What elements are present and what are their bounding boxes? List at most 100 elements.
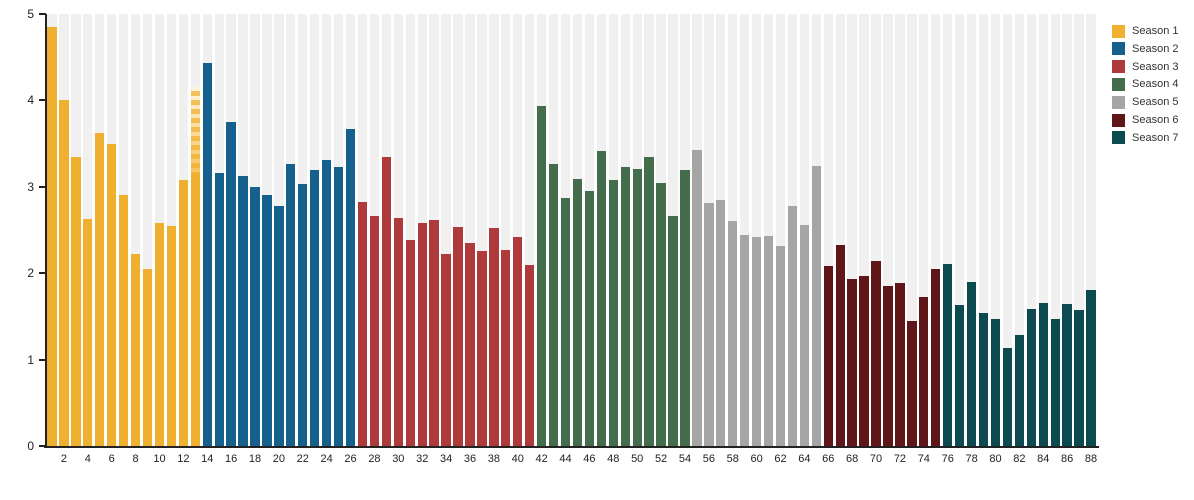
bar-season-1-episode-8[interactable] <box>130 254 141 446</box>
bar-season-3-episode-27[interactable] <box>357 202 368 446</box>
bar-season-4-episode-54[interactable] <box>680 170 690 446</box>
bar-season-6-episode-68[interactable] <box>847 279 857 446</box>
legend-item-season-3[interactable]: Season 3 <box>1112 60 1178 74</box>
bar-season-2-episode-23[interactable] <box>310 169 320 446</box>
bar-season-5-episode-55[interactable] <box>692 149 702 446</box>
bar-season-1-episode-13[interactable] <box>190 87 200 446</box>
bar-season-2-episode-25[interactable] <box>333 166 344 446</box>
legend-swatch-icon <box>1112 42 1125 56</box>
bar-season-3-episode-32[interactable] <box>417 223 427 446</box>
bar-season-2-episode-17[interactable] <box>238 176 248 446</box>
bar-season-7-episode-85[interactable] <box>1050 318 1060 446</box>
bar-season-1-episode-2[interactable] <box>59 100 69 446</box>
bar-season-3-episode-41[interactable] <box>525 265 535 446</box>
bar-season-3-episode-37[interactable] <box>477 250 487 446</box>
background-stripe <box>1050 14 1060 446</box>
legend-item-season-5[interactable]: Season 5 <box>1112 95 1178 109</box>
bar-season-1-episode-11[interactable] <box>166 225 177 446</box>
bar-season-2-episode-24[interactable] <box>321 160 332 446</box>
bar-season-7-episode-77[interactable] <box>954 305 965 446</box>
bar-season-7-episode-87[interactable] <box>1074 310 1084 446</box>
bar-season-6-episode-67[interactable] <box>835 244 845 446</box>
bar-season-2-episode-14[interactable] <box>202 63 212 446</box>
bar-season-6-episode-69[interactable] <box>859 275 869 446</box>
bar-season-6-episode-66[interactable] <box>823 266 833 446</box>
bar-season-5-episode-62[interactable] <box>775 246 786 446</box>
bar-season-3-episode-34[interactable] <box>441 254 451 446</box>
bar-season-7-episode-82[interactable] <box>1014 335 1025 446</box>
bar-season-7-episode-88[interactable] <box>1086 289 1096 446</box>
bar-season-4-episode-44[interactable] <box>560 198 571 446</box>
bar-season-4-episode-42[interactable] <box>536 106 547 446</box>
bar-season-5-episode-60[interactable] <box>751 236 762 446</box>
bar-season-3-episode-38[interactable] <box>489 228 499 446</box>
bar-season-5-episode-56[interactable] <box>704 203 714 446</box>
bar-season-5-episode-59[interactable] <box>740 235 750 446</box>
bar-season-4-episode-52[interactable] <box>656 183 666 446</box>
bar-season-1-episode-9[interactable] <box>142 268 153 446</box>
bar-season-3-episode-31[interactable] <box>405 240 415 446</box>
bar-season-3-episode-39[interactable] <box>501 249 511 446</box>
bar-season-7-episode-84[interactable] <box>1038 302 1048 446</box>
bar-season-4-episode-53[interactable] <box>668 216 678 446</box>
bar-season-7-episode-79[interactable] <box>978 312 989 446</box>
bar-season-4-episode-48[interactable] <box>608 179 618 446</box>
bar-season-6-episode-73[interactable] <box>907 320 917 446</box>
bar-season-7-episode-80[interactable] <box>990 318 1001 446</box>
bar-season-4-episode-49[interactable] <box>620 166 630 446</box>
bar-season-1-episode-7[interactable] <box>118 195 129 446</box>
bar-season-3-episode-29[interactable] <box>381 157 392 446</box>
bar-season-3-episode-35[interactable] <box>453 227 463 446</box>
bar-season-1-episode-5[interactable] <box>95 133 105 446</box>
x-tick-label: 40 <box>511 453 524 465</box>
bar-season-1-episode-12[interactable] <box>178 179 188 446</box>
bar-season-5-episode-57[interactable] <box>716 199 726 446</box>
bar-season-6-episode-75[interactable] <box>931 268 941 446</box>
bar-season-7-episode-86[interactable] <box>1062 304 1072 446</box>
bar-season-3-episode-28[interactable] <box>369 216 380 446</box>
bar-season-2-episode-15[interactable] <box>214 172 224 446</box>
bar-season-1-episode-1[interactable] <box>47 26 57 446</box>
bar-season-2-episode-18[interactable] <box>250 186 260 446</box>
bar-season-6-episode-70[interactable] <box>871 261 881 446</box>
bar-season-5-episode-63[interactable] <box>787 205 798 446</box>
bar-season-7-episode-76[interactable] <box>943 263 953 446</box>
legend-item-season-4[interactable]: Season 4 <box>1112 77 1178 91</box>
bar-season-7-episode-83[interactable] <box>1026 309 1036 446</box>
bar-season-4-episode-51[interactable] <box>644 157 654 446</box>
bar-season-7-episode-78[interactable] <box>966 281 977 446</box>
bar-season-2-episode-22[interactable] <box>298 184 308 446</box>
bar-season-2-episode-16[interactable] <box>226 122 236 446</box>
bar-season-5-episode-58[interactable] <box>728 221 738 446</box>
bar-season-5-episode-65[interactable] <box>811 166 821 446</box>
bar-season-1-episode-10[interactable] <box>154 223 165 446</box>
bar-season-7-episode-81[interactable] <box>1002 348 1013 446</box>
legend-item-season-1[interactable]: Season 1 <box>1112 24 1178 38</box>
bar-season-6-episode-74[interactable] <box>919 297 929 446</box>
bar-season-2-episode-19[interactable] <box>262 195 272 446</box>
legend-item-season-2[interactable]: Season 2 <box>1112 42 1178 56</box>
legend-item-season-7[interactable]: Season 7 <box>1112 131 1178 145</box>
bar-season-3-episode-40[interactable] <box>513 236 523 446</box>
bar-season-1-episode-6[interactable] <box>107 143 117 446</box>
bar-season-5-episode-61[interactable] <box>763 236 774 446</box>
bar-season-4-episode-43[interactable] <box>548 164 559 446</box>
bar-season-3-episode-33[interactable] <box>429 220 439 446</box>
legend-item-season-6[interactable]: Season 6 <box>1112 113 1178 127</box>
bar-season-3-episode-30[interactable] <box>393 217 403 446</box>
bar-season-5-episode-64[interactable] <box>799 224 810 446</box>
bar-season-4-episode-50[interactable] <box>632 168 642 446</box>
bar-season-4-episode-47[interactable] <box>596 150 606 446</box>
background-stripe <box>931 14 941 446</box>
bar-season-3-episode-36[interactable] <box>465 242 475 446</box>
bar-season-4-episode-46[interactable] <box>584 191 595 446</box>
bar-season-2-episode-26[interactable] <box>345 128 356 446</box>
bar-season-1-episode-3[interactable] <box>71 156 81 446</box>
bar-season-6-episode-71[interactable] <box>883 286 893 446</box>
background-stripe <box>441 14 451 446</box>
bar-season-2-episode-21[interactable] <box>286 164 296 446</box>
bar-season-6-episode-72[interactable] <box>895 282 905 446</box>
bar-season-2-episode-20[interactable] <box>274 205 284 446</box>
bar-season-4-episode-45[interactable] <box>572 179 583 446</box>
bar-season-1-episode-4[interactable] <box>83 218 93 446</box>
